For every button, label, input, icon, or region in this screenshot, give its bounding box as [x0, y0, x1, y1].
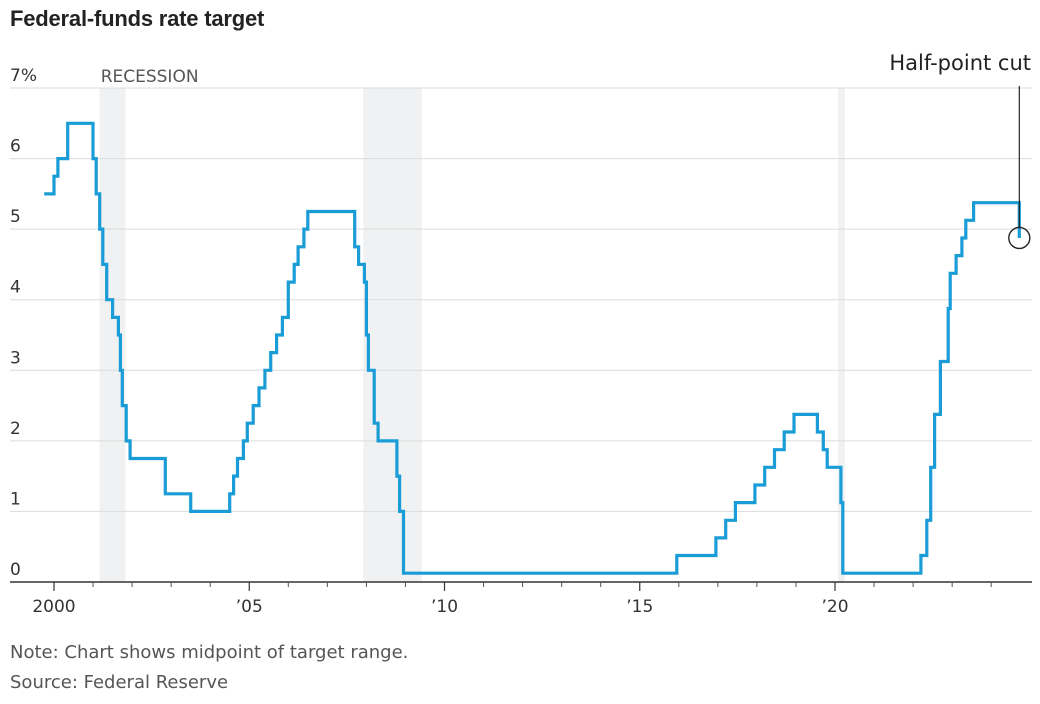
rate-chart: RECESSION 0 1 2 3 4 5 6 7% 2000 ’05 ’10 ’15 ’20 Hal… [10, 51, 1032, 617]
annotation: Half-point cut [889, 51, 1031, 250]
recession-band [838, 88, 845, 582]
recession-bands: RECESSION [99, 67, 845, 582]
annotation-circle [1008, 226, 1031, 250]
x-tick-label: ’15 [626, 597, 653, 617]
gridlines [10, 87, 1032, 512]
x-tick-label: ’05 [236, 597, 263, 617]
y-tick-label: 3 [10, 348, 21, 368]
x-axis-labels: 2000 ’05 ’10 ’15 ’20 [32, 597, 848, 617]
x-axis [10, 581, 1032, 591]
y-axis-labels: 0 1 2 3 4 5 6 7% [10, 66, 37, 580]
y-tick-label: 2 [10, 419, 21, 439]
y-tick-label: 1 [10, 489, 21, 509]
y-tick-label: 0 [10, 560, 21, 580]
y-tick-label: 4 [10, 278, 21, 298]
y-tick-label: 6 [10, 137, 21, 157]
chart-source: Source: Federal Reserve [10, 672, 229, 693]
chart-title: Federal-funds rate target [10, 6, 265, 31]
rate-line [44, 121, 1021, 575]
x-tick-label: 2000 [32, 597, 75, 617]
y-tick-label: 7% [10, 66, 37, 86]
y-tick-label: 5 [10, 207, 21, 227]
recession-label: RECESSION [101, 67, 199, 87]
chart-note: Note: Chart shows midpoint of target ran… [10, 642, 409, 663]
x-tick-label: ’20 [821, 597, 848, 617]
x-tick-label: ’10 [431, 597, 458, 617]
annotation-label: Half-point cut [889, 51, 1031, 75]
recession-band [363, 88, 422, 582]
series [44, 121, 1021, 575]
